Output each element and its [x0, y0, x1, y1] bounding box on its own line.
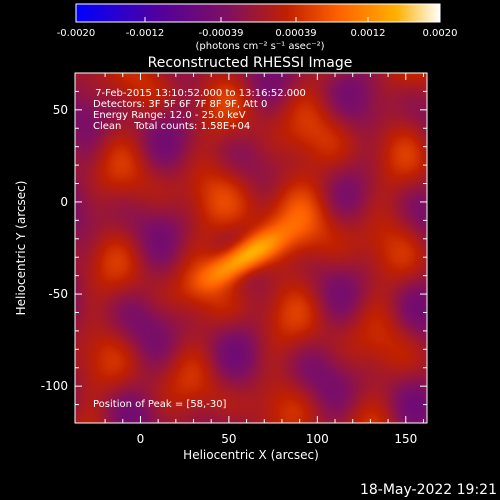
colorbar-tick-label: 0.0012 [351, 28, 386, 39]
y-tick-label: 50 [53, 103, 68, 117]
y-tick-label: 0 [60, 195, 68, 209]
x-tick-label: 100 [306, 432, 329, 446]
colorbar-tick-label: -0.0012 [126, 28, 165, 39]
x-tick-label: 150 [394, 432, 417, 446]
x-tick-label: 0 [137, 432, 145, 446]
annotation-time-range: 7-Feb-2015 13:10:52.000 to 13:16:52.000 [92, 88, 306, 99]
colorbar-tick-label: 0.0020 [423, 28, 458, 39]
colorbar-tick-label: -0.00039 [199, 28, 244, 39]
colorbar [75, 3, 441, 23]
annotation-detectors: Detectors: 3F 5F 6F 7F 8F 9F, Att 0 [93, 99, 267, 110]
colorbar-ticks [75, 17, 441, 22]
chart-title: Reconstructed RHESSI Image [148, 55, 353, 71]
y-axis-label: Heliocentric Y (arcsec) [14, 181, 28, 316]
y-tick-label: -100 [41, 379, 68, 393]
footer-timestamp: 18-May-2022 19:21 [360, 482, 497, 498]
x-tick-label: 50 [221, 432, 236, 446]
annotation-clean-counts: Clean Total counts: 1.58E+04 [93, 121, 250, 132]
x-axis-label: Heliocentric X (arcsec) [183, 448, 319, 462]
y-tick-label: -50 [48, 287, 68, 301]
axis-ticks [75, 73, 427, 423]
plot-frame [74, 72, 428, 424]
colorbar-units: (photons cm⁻² s⁻¹ asec⁻²) [195, 41, 324, 52]
colorbar-tick-label: -0.0020 [57, 28, 96, 39]
peak-position-label: Position of Peak = [58,-30] [93, 399, 227, 410]
annotation-energy-range: Energy Range: 12.0 - 25.0 keV [93, 110, 246, 121]
colorbar-tick-label: 0.00039 [275, 28, 316, 39]
